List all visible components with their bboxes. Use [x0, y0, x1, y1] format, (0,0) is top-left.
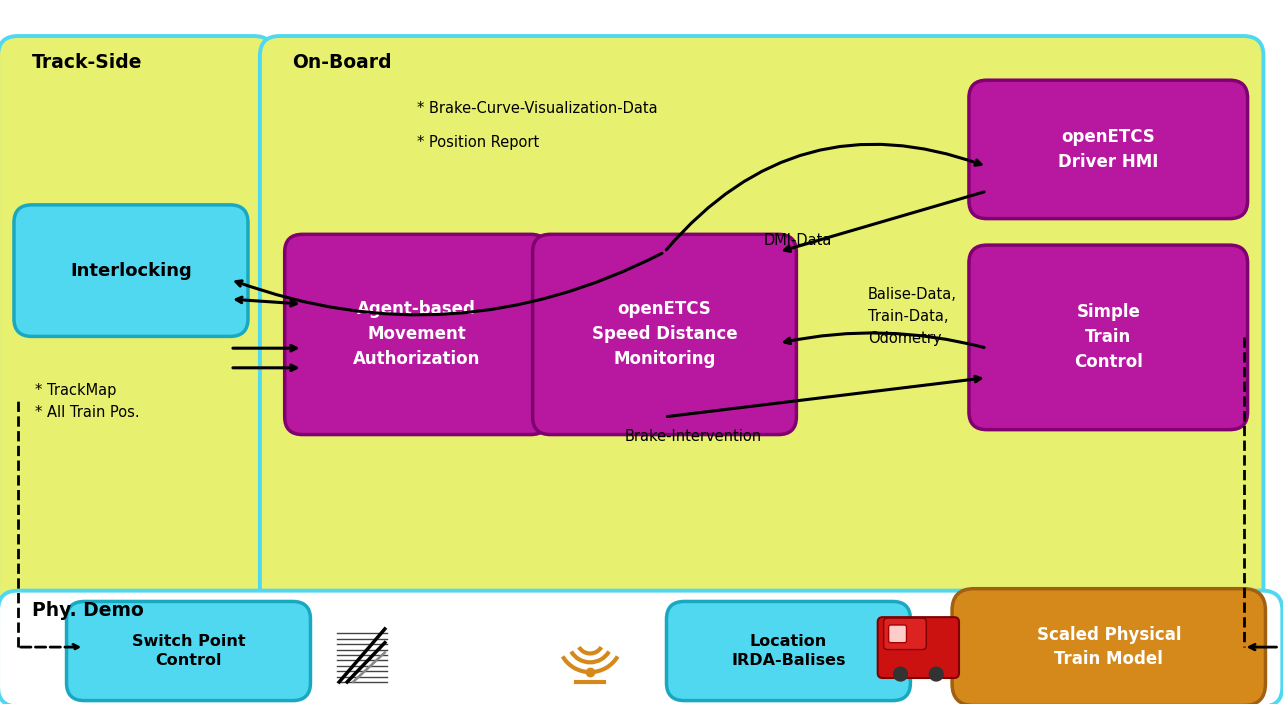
Text: openETCS
Driver HMI: openETCS Driver HMI	[1058, 128, 1159, 171]
Text: Track-Side: Track-Side	[32, 54, 142, 73]
Text: DMI-Data: DMI-Data	[763, 233, 833, 248]
FancyBboxPatch shape	[952, 589, 1265, 704]
Text: Location
IRDA-Balises: Location IRDA-Balises	[731, 634, 845, 668]
Text: * Position Report: * Position Report	[417, 135, 539, 150]
FancyBboxPatch shape	[969, 245, 1247, 429]
Text: openETCS
Speed Distance
Monitoring: openETCS Speed Distance Monitoring	[591, 301, 738, 368]
Text: Simple
Train
Control: Simple Train Control	[1074, 303, 1143, 372]
FancyBboxPatch shape	[969, 80, 1247, 219]
FancyBboxPatch shape	[666, 601, 911, 700]
FancyBboxPatch shape	[0, 591, 1282, 704]
FancyBboxPatch shape	[884, 618, 926, 650]
Text: * TrackMap
* All Train Pos.: * TrackMap * All Train Pos.	[35, 383, 140, 420]
Text: Agent-based
Movement
Authorization: Agent-based Movement Authorization	[353, 301, 480, 368]
Text: Brake-Intervention: Brake-Intervention	[625, 429, 762, 444]
Text: * Brake-Curve-Visualization-Data: * Brake-Curve-Visualization-Data	[417, 101, 657, 115]
Circle shape	[893, 667, 907, 681]
Text: Scaled Physical
Train Model: Scaled Physical Train Model	[1037, 627, 1182, 668]
FancyBboxPatch shape	[260, 36, 1264, 625]
Circle shape	[929, 667, 943, 681]
Text: Switch Point
Control: Switch Point Control	[132, 634, 245, 668]
FancyBboxPatch shape	[889, 625, 907, 643]
Text: Balise-Data,
Train-Data,
Odometry: Balise-Data, Train-Data, Odometry	[867, 287, 957, 346]
FancyBboxPatch shape	[67, 601, 310, 700]
FancyBboxPatch shape	[0, 36, 273, 625]
Text: Interlocking: Interlocking	[71, 262, 192, 279]
Text: On-Board: On-Board	[293, 54, 393, 73]
FancyBboxPatch shape	[285, 234, 548, 434]
FancyBboxPatch shape	[878, 617, 958, 678]
FancyBboxPatch shape	[532, 234, 797, 434]
FancyBboxPatch shape	[14, 205, 248, 337]
Text: Phy. Demo: Phy. Demo	[32, 601, 144, 620]
